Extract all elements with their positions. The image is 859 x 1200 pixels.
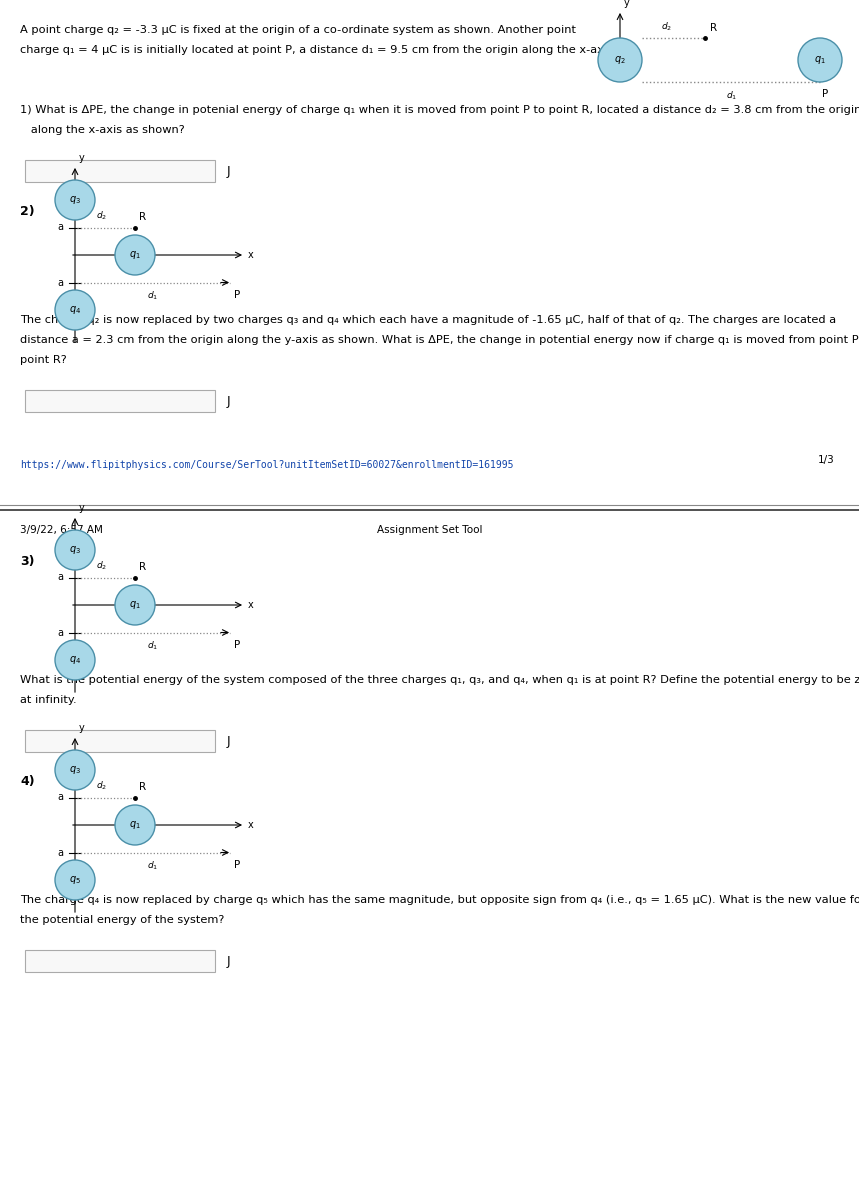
Text: a: a [57,277,63,288]
Text: y: y [79,503,85,514]
Text: The charge q₄ is now replaced by charge q₅ which has the same magnitude, but opp: The charge q₄ is now replaced by charge … [20,895,859,905]
Text: $d_2$: $d_2$ [96,559,107,571]
Text: $q_5$: $q_5$ [69,874,81,886]
Text: P: P [234,289,241,300]
Circle shape [115,235,155,275]
Text: What is the potential energy of the system composed of the three charges q₁, q₃,: What is the potential energy of the syst… [20,674,859,685]
Text: the potential energy of the system?: the potential energy of the system? [20,916,224,925]
Text: x: x [248,600,253,610]
Text: P: P [822,89,828,98]
Text: $q_1$: $q_1$ [129,599,141,611]
Text: point R?: point R? [20,355,67,365]
Text: y: y [79,152,85,163]
Bar [25,160,215,182]
Circle shape [55,530,95,570]
Text: $d_1$: $d_1$ [727,89,738,102]
Text: $d_2$: $d_2$ [661,20,673,32]
Text: $d_2$: $d_2$ [96,209,107,222]
Text: J: J [227,734,230,748]
Text: a: a [57,792,63,803]
Text: $q_3$: $q_3$ [69,764,81,776]
Circle shape [115,584,155,625]
Circle shape [55,640,95,680]
Text: a: a [57,222,63,233]
Text: $q_1$: $q_1$ [129,818,141,830]
Text: J: J [227,164,230,178]
Text: $q_1$: $q_1$ [814,54,825,66]
Circle shape [55,180,95,220]
Circle shape [115,805,155,845]
Text: R: R [710,23,717,32]
Text: 3): 3) [20,554,34,568]
Text: P: P [234,640,241,649]
Text: $d_1$: $d_1$ [147,859,158,872]
Text: 4): 4) [20,775,34,788]
Text: https://www.flipitphysics.com/Course/SerTool?unitItemSetID=60027&enrollmentID=16: https://www.flipitphysics.com/Course/Ser… [20,460,514,470]
Text: $q_3$: $q_3$ [69,194,81,206]
Text: charge q₁ = 4 μC is is initially located at point P, a distance d₁ = 9.5 cm from: charge q₁ = 4 μC is is initially located… [20,44,613,55]
Text: The charge q₂ is now replaced by two charges q₃ and q₄ which each have a magnitu: The charge q₂ is now replaced by two cha… [20,314,836,325]
Text: a: a [57,847,63,858]
Text: distance a = 2.3 cm from the origin along the y-axis as shown. What is ΔPE, the : distance a = 2.3 cm from the origin alon… [20,335,859,346]
Text: J: J [227,395,230,408]
Text: x: x [248,820,253,830]
Text: y: y [624,0,630,8]
Text: $q_4$: $q_4$ [69,304,81,316]
Text: J: J [227,954,230,967]
Text: y: y [79,722,85,733]
Text: $d_1$: $d_1$ [147,640,158,652]
Text: R: R [139,781,146,792]
Text: $q_2$: $q_2$ [614,54,626,66]
Text: $q_4$: $q_4$ [69,654,81,666]
Text: 1) What is ΔPE, the change in potenial energy of charge q₁ when it is moved from: 1) What is ΔPE, the change in potenial e… [20,104,859,115]
Text: along the x-axis as shown?: along the x-axis as shown? [20,125,185,134]
Text: $d_1$: $d_1$ [147,289,158,302]
Text: a: a [57,572,63,582]
Circle shape [55,290,95,330]
Text: $q_1$: $q_1$ [129,250,141,262]
Circle shape [55,750,95,790]
Text: P: P [234,859,241,870]
Text: $d_2$: $d_2$ [96,779,107,792]
Circle shape [598,38,642,82]
Text: $q_3$: $q_3$ [69,544,81,556]
Text: x: x [248,250,253,260]
Circle shape [798,38,842,82]
Text: R: R [139,562,146,571]
Text: at infinity.: at infinity. [20,695,76,704]
Text: 2): 2) [20,205,34,218]
Text: R: R [139,211,146,222]
Text: 1/3: 1/3 [819,455,835,464]
Text: A point charge q₂ = -3.3 μC is fixed at the origin of a co-ordinate system as sh: A point charge q₂ = -3.3 μC is fixed at … [20,25,576,35]
Bar [25,390,215,412]
Circle shape [55,860,95,900]
Text: Assignment Set Tool: Assignment Set Tool [377,526,483,535]
Bar [25,950,215,972]
Text: a: a [57,628,63,637]
Text: 3/9/22, 6:57 AM: 3/9/22, 6:57 AM [20,526,103,535]
Bar [25,730,215,752]
